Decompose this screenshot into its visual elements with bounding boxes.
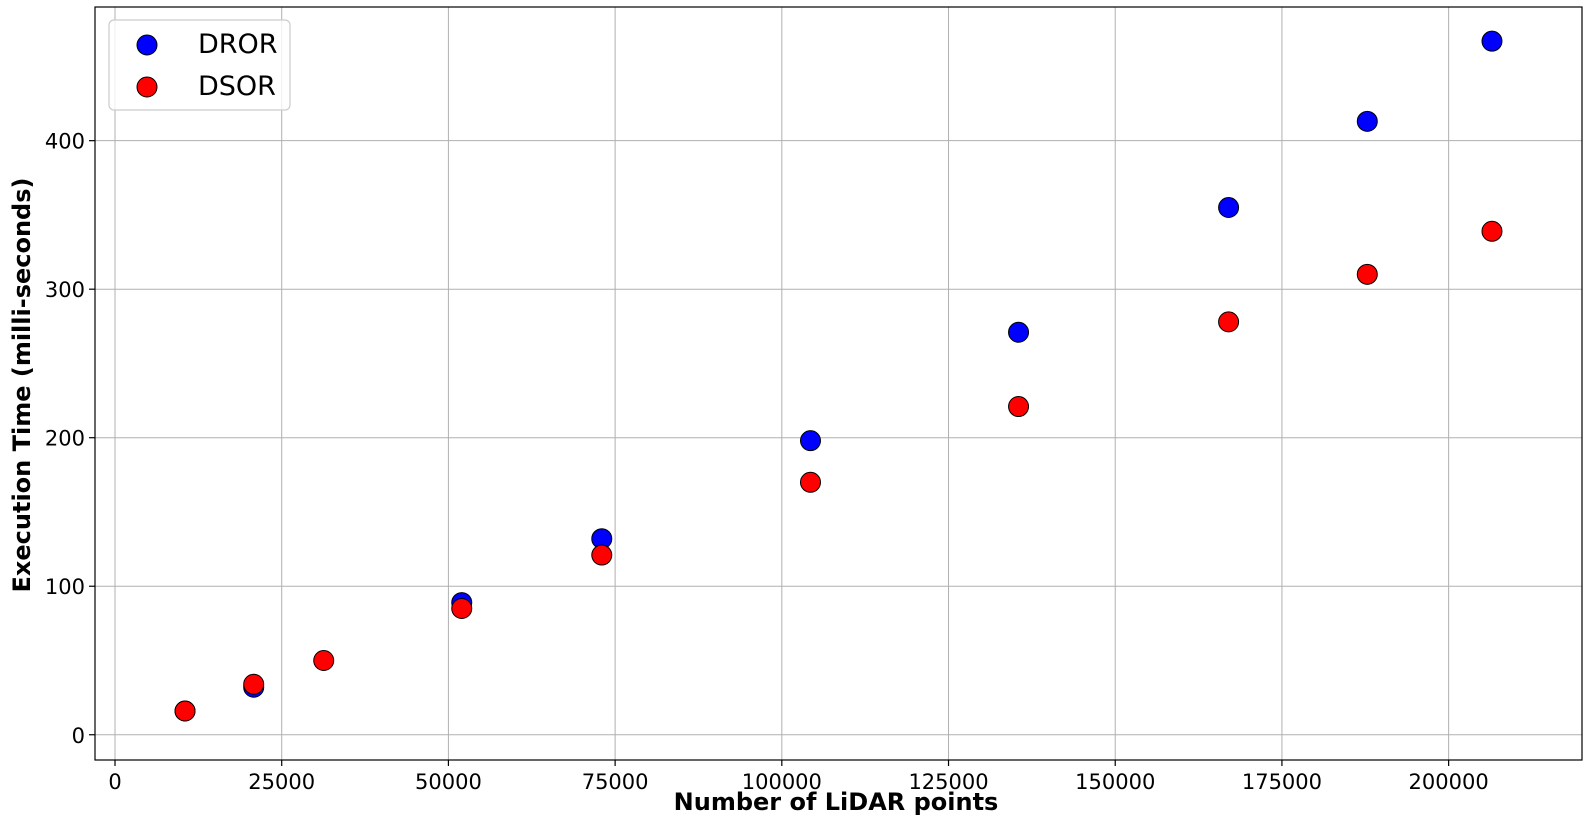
data-point-dsor bbox=[1481, 220, 1503, 242]
x-tick-label: 50000 bbox=[415, 770, 482, 794]
x-tick-label: 0 bbox=[108, 770, 121, 794]
data-point-dror bbox=[1218, 197, 1240, 219]
data-point-dror bbox=[1356, 110, 1378, 132]
data-point-dsor bbox=[799, 471, 821, 493]
data-point-dror bbox=[1008, 321, 1030, 343]
x-axis-title: Number of LiDAR points bbox=[674, 788, 999, 816]
plot-frame bbox=[94, 6, 1583, 761]
data-point-dsor bbox=[1356, 263, 1378, 285]
data-points bbox=[174, 30, 1503, 722]
data-point-dsor bbox=[591, 544, 613, 566]
y-tick-label: 100 bbox=[45, 575, 85, 599]
series-dsor bbox=[174, 220, 1503, 722]
y-tick-label: 300 bbox=[45, 278, 85, 302]
series-dror bbox=[174, 30, 1503, 722]
legend-label-dsor: DSOR bbox=[198, 71, 276, 102]
data-point-dsor bbox=[174, 700, 196, 722]
data-point-dsor bbox=[1218, 311, 1240, 333]
x-tick-label: 100000 bbox=[742, 770, 822, 794]
x-tick-label: 175000 bbox=[1242, 770, 1322, 794]
grid bbox=[95, 7, 1582, 760]
x-tick-label: 200000 bbox=[1409, 770, 1489, 794]
x-axis: 0 25000 50000 75000 100000 125000 150000 175000… bbox=[108, 760, 1489, 794]
y-axis-title: Execution Time (milli-seconds) bbox=[8, 178, 36, 593]
y-tick-label: 200 bbox=[45, 427, 85, 451]
y-tick-label: 400 bbox=[45, 130, 85, 154]
y-axis: 0 100 200 300 400 bbox=[45, 130, 95, 748]
data-point-dsor bbox=[313, 649, 335, 671]
legend-marker-dsor bbox=[136, 76, 158, 98]
y-tick-label: 0 bbox=[72, 724, 85, 748]
x-tick-label: 75000 bbox=[582, 770, 649, 794]
x-tick-label: 25000 bbox=[248, 770, 315, 794]
data-point-dror bbox=[1481, 30, 1503, 52]
data-point-dsor bbox=[243, 673, 265, 695]
x-tick-label: 150000 bbox=[1075, 770, 1155, 794]
data-point-dsor bbox=[451, 598, 473, 620]
legend-label-dror: DROR bbox=[198, 29, 278, 60]
data-point-dror bbox=[799, 430, 821, 452]
legend: DROR DSOR bbox=[108, 19, 291, 111]
legend-marker-dror bbox=[136, 34, 158, 56]
x-tick-label: 125000 bbox=[908, 770, 988, 794]
data-point-dsor bbox=[1008, 396, 1030, 418]
